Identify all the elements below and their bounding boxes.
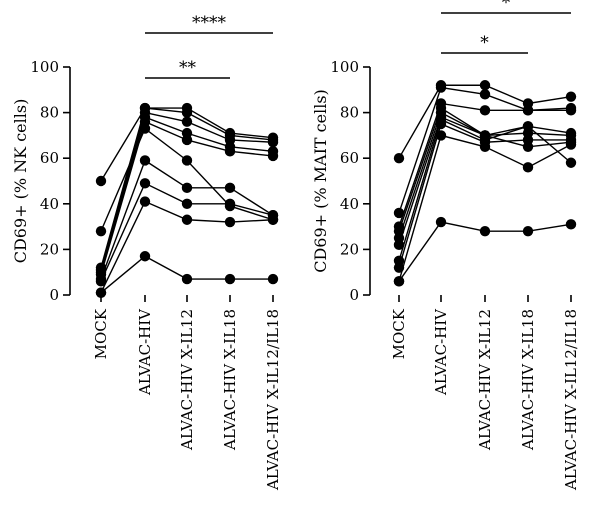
data-point [181,116,193,127]
y-tick-label: 80 [40,104,59,122]
data-point [267,137,279,148]
y-tick-label: 40 [40,195,59,213]
data-point [565,219,577,230]
data-point [522,141,534,152]
data-point [95,276,107,287]
data-point [479,89,491,100]
y-tick-label: 60 [40,149,59,167]
y-tick-label: 100 [30,58,59,76]
data-point [139,251,151,262]
data-point [435,130,447,141]
chart-panel-2: 0 20 40 60 80 100 MOCK ALVAC-HIV ALVAC-HIV X-IL1… [311,0,580,491]
data-point [479,105,491,116]
data-point [224,146,236,157]
data-point [139,178,151,189]
data-point [435,102,447,114]
data-point [224,182,236,194]
data-point [224,216,236,228]
data-point [224,198,236,209]
data-point [435,82,447,93]
x-category-label: ALVAC-HIV [136,308,154,396]
data-point [522,105,534,116]
data-point [139,123,151,134]
data-point [565,91,577,102]
x-category-label: ALVAC-HIV X-IL12/IL18 [562,309,580,491]
y-tick-label: 0 [349,286,359,304]
data-point [181,214,193,225]
y-tick-label: 100 [330,58,359,76]
data-point [267,214,279,225]
data-point [522,162,534,173]
significance-label: * [480,33,489,53]
y-tick-label: 0 [49,286,59,304]
x-category-label: ALVAC-HIV X-IL18 [221,309,239,451]
data-point [479,130,491,141]
y-tick-label: 20 [340,240,359,258]
x-category-label: ALVAC-HIV X-IL12 [178,309,196,451]
y-tick-label: 40 [340,195,359,213]
data-point [95,225,107,237]
y-axis-title: CD69+ (% NK cells) [11,99,30,264]
data-point [181,182,193,194]
x-category-label: MOCK [390,308,408,359]
x-category-label: ALVAC-HIV X-IL12 [476,309,494,451]
data-point [565,137,577,148]
data-point [224,273,236,285]
y-tick-label: 60 [340,149,359,167]
y-axis-title: CD69+ (% MAIT cells) [311,89,330,273]
data-point [181,155,193,166]
data-point [393,276,405,287]
data-point [522,121,534,132]
data-point [393,225,405,237]
series-line [398,106,572,232]
data-point [393,239,405,251]
data-point [181,107,193,118]
data-point [95,287,107,298]
data-point [565,105,577,116]
data-point [435,118,447,130]
y-tick-label: 80 [340,104,359,122]
data-point [479,225,491,237]
data-point [479,80,491,91]
significance-label: ** [179,58,197,78]
data-point [267,273,279,285]
x-category-label: ALVAC-HIV X-IL18 [519,309,537,451]
data-point [565,157,577,168]
data-point [522,225,534,237]
data-point [95,175,107,187]
x-category-label: ALVAC-HIV [432,308,450,396]
x-category-label: ALVAC-HIV X-IL12/IL18 [264,309,282,491]
data-point [139,196,151,207]
data-point [267,150,279,162]
x-category-label: MOCK [92,308,110,359]
chart-panel-1: 0 20 40 60 80 100 MOCK ALVAC-HIV ALVAC-HIV X-IL1… [11,13,282,491]
data-point [393,207,405,219]
data-point [435,216,447,228]
y-tick-label: 20 [40,240,59,258]
data-point [181,198,193,209]
data-point [393,153,405,164]
data-point [479,141,491,152]
data-point [181,273,193,285]
significance-label: * [502,0,511,13]
data-point [139,155,151,166]
data-point [181,134,193,146]
significance-label: **** [192,13,227,33]
